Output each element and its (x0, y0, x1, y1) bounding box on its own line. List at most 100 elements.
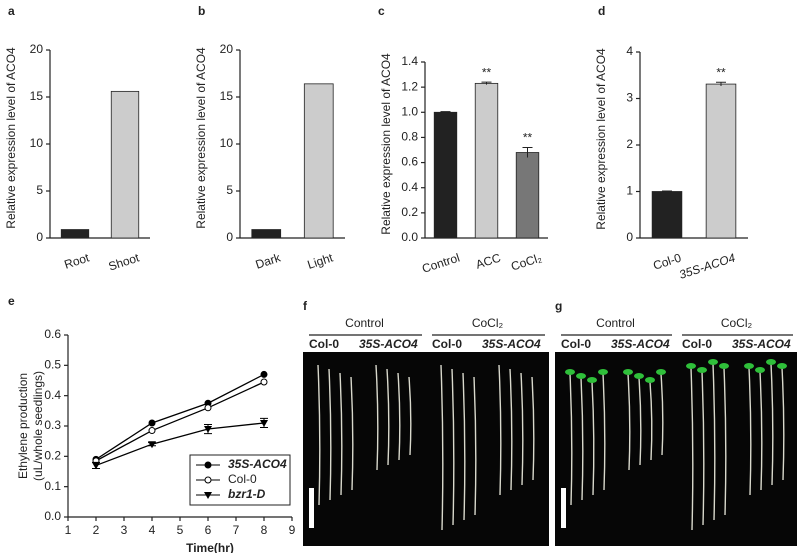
x-tick-label: Light (306, 250, 336, 272)
cotyledon (634, 373, 644, 379)
y-tick-label: 0.4 (44, 388, 61, 402)
y-tick-label: 0.0 (401, 230, 418, 244)
seedling (770, 363, 774, 486)
y-tick-label: 15 (30, 89, 44, 103)
x-tick-label: 2 (93, 523, 100, 537)
y-tick-label: 5 (226, 183, 233, 197)
x-tick-label: 7 (233, 523, 240, 537)
x-tick-label: Dark (254, 250, 283, 271)
y-tick-label: 0.0 (44, 509, 61, 523)
bar (251, 229, 282, 239)
y-tick-label: 0 (626, 230, 633, 244)
seedling (627, 373, 631, 471)
y-tick-label: 1.4 (401, 54, 418, 68)
group-label: CoCl₂ (472, 316, 504, 330)
bar (705, 83, 737, 239)
cotyledon (656, 369, 666, 375)
seedling (580, 377, 584, 501)
seedling (375, 364, 379, 471)
point (148, 427, 156, 435)
cotyledon (576, 373, 586, 379)
x-tick-label: 1 (65, 523, 72, 537)
seedling (748, 367, 752, 496)
x-tick-label: Control (420, 251, 461, 276)
seedling (660, 373, 664, 456)
x-tick-label: 3 (121, 523, 128, 537)
series-line (95, 373, 265, 460)
y-tick-label: 0.8 (401, 130, 418, 144)
seedling (781, 367, 785, 481)
seedling (759, 371, 763, 491)
seedling (440, 364, 444, 531)
y-tick-label: 0.6 (401, 155, 418, 169)
y-tick-label: 0.1 (44, 479, 61, 493)
legend-marker (204, 476, 212, 484)
point (260, 378, 268, 386)
group-label: Control (345, 316, 384, 330)
seedling (397, 372, 401, 461)
seedling (602, 373, 606, 491)
x-tick-label: Root (62, 250, 91, 271)
legend-marker (204, 461, 212, 469)
seedling (317, 364, 321, 506)
x-tick-label: Shoot (107, 250, 142, 273)
bar (515, 152, 540, 239)
seedling (638, 377, 642, 466)
cotyledon (697, 367, 707, 373)
point (148, 419, 156, 427)
point (148, 441, 156, 449)
y-axis-label: (uL/whole seedlings) (31, 371, 45, 481)
y-tick-label: 0.3 (44, 418, 61, 432)
seedling (339, 372, 343, 496)
legend-label: 35S-ACO4 (228, 457, 287, 471)
y-tick-label: 10 (220, 136, 234, 150)
column-label: 35S-ACO4 (482, 337, 541, 351)
bar (303, 83, 334, 239)
seedling-photo (555, 352, 797, 546)
seedling (498, 364, 502, 496)
seedling (690, 367, 694, 531)
significance-label: ** (482, 65, 492, 79)
seedling (451, 368, 455, 526)
cotyledon (777, 363, 787, 369)
y-tick-label: 0.2 (44, 449, 61, 463)
panel-label: e (8, 294, 15, 308)
y-axis-label: Relative expression level of ACO4 (379, 53, 393, 235)
column-label: 35S-ACO4 (732, 337, 791, 351)
legend-label: Col-0 (228, 472, 257, 486)
seedling-photo (303, 352, 549, 546)
cotyledon (708, 359, 718, 365)
cotyledon (719, 363, 729, 369)
y-tick-label: 20 (220, 42, 234, 56)
series-line (95, 381, 265, 462)
group-label: CoCl₂ (721, 316, 753, 330)
error-bar (440, 111, 451, 113)
seedling (649, 381, 653, 461)
seedling (569, 373, 573, 506)
point (260, 419, 268, 427)
y-tick-label: 20 (30, 42, 44, 56)
y-axis-label: Relative expression level of ACO4 (4, 47, 18, 229)
legend-marker (204, 492, 212, 499)
y-tick-label: 10 (30, 136, 44, 150)
cotyledon (598, 369, 608, 375)
y-tick-label: 0.5 (44, 358, 61, 372)
point (92, 462, 100, 470)
cotyledon (587, 377, 597, 383)
legend-label: bzr1-D (228, 487, 266, 501)
series-line (95, 422, 265, 467)
y-tick-label: 2 (626, 137, 633, 151)
y-tick-label: 0.6 (44, 327, 61, 341)
error-bar (481, 81, 492, 85)
column-label: Col-0 (682, 337, 712, 351)
y-tick-label: 0.2 (401, 205, 418, 219)
y-tick-label: 5 (36, 183, 43, 197)
y-tick-label: 4 (626, 44, 633, 58)
cotyledon (645, 377, 655, 383)
seedling (531, 376, 535, 481)
y-axis-label: Ethylene production (16, 373, 30, 479)
y-tick-label: 0.4 (401, 180, 418, 194)
error-bar (716, 81, 726, 86)
significance-label: ** (523, 131, 533, 145)
